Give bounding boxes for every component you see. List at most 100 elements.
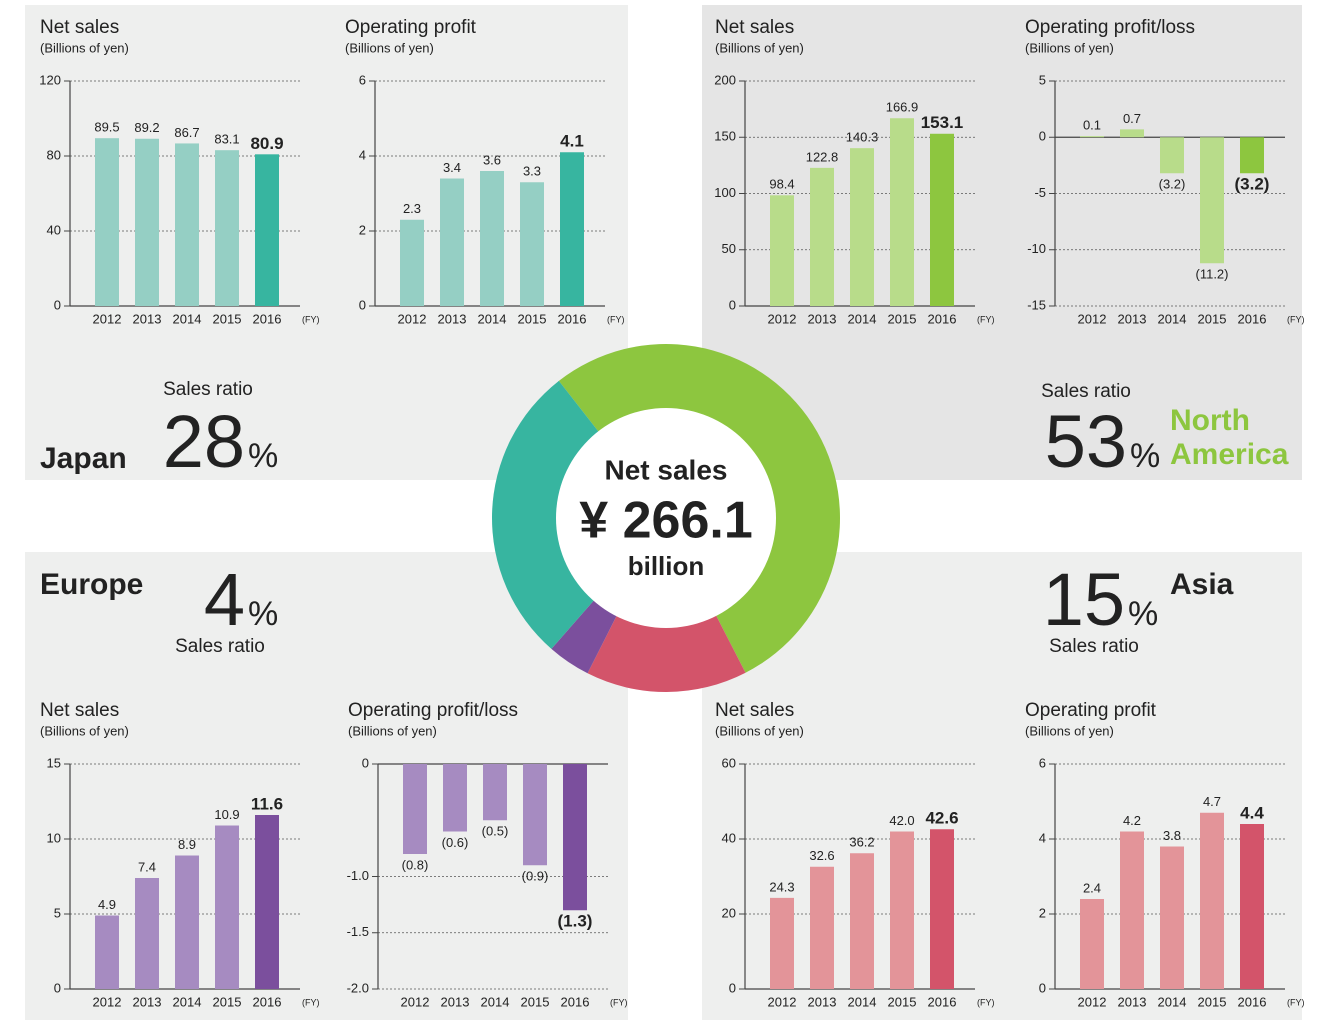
bar (930, 829, 954, 989)
y-tick-label: 0 (362, 755, 369, 770)
value-label: 4.4 (1240, 803, 1264, 822)
bar (255, 815, 279, 989)
bar (1200, 812, 1224, 989)
value-label: 24.3 (769, 879, 794, 894)
x-tick-label: 2014 (1158, 994, 1187, 1009)
x-tick-label: 2016 (253, 994, 282, 1009)
bar (810, 167, 834, 306)
bar (483, 764, 507, 821)
x-tick-label: 2012 (93, 994, 122, 1009)
sales-ratio-unit: % (1128, 595, 1158, 633)
x-tick-label: 2016 (561, 994, 590, 1009)
y-tick-label: 120 (39, 72, 61, 87)
bar (810, 866, 834, 989)
region-name: Japan (40, 442, 127, 475)
region-name: North America (1170, 404, 1289, 471)
value-label: 86.7 (174, 125, 199, 140)
bar (890, 831, 914, 989)
chart-subtitle: (Billions of yen) (40, 723, 129, 738)
x-tick-label: 2013 (438, 311, 467, 326)
value-label: 98.4 (769, 177, 794, 192)
y-tick-label: 6 (359, 72, 366, 87)
chart-title: Operating profit/loss (1025, 17, 1195, 38)
y-tick-label: 100 (714, 185, 736, 200)
value-label: 11.6 (251, 794, 283, 813)
chart-subtitle: (Billions of yen) (345, 40, 434, 55)
bar (890, 118, 914, 306)
x-tick-label: 2015 (213, 311, 242, 326)
y-tick-label: 40 (722, 830, 736, 845)
y-tick-label: 6 (1039, 755, 1046, 770)
x-unit: (FY) (977, 997, 995, 1007)
bar (560, 152, 584, 306)
y-tick-label: 0 (729, 297, 736, 312)
bar (1160, 846, 1184, 989)
x-unit: (FY) (302, 997, 320, 1007)
chart-title: Operating profit (345, 17, 477, 38)
chart-subtitle: (Billions of yen) (715, 40, 804, 55)
value-label: 4.1 (560, 132, 584, 151)
center-title: Net sales (605, 454, 728, 485)
x-unit: (FY) (977, 314, 995, 324)
bar (175, 143, 199, 306)
sales-ratio-label: Sales ratio (175, 636, 265, 657)
chart-title: Operating profit/loss (348, 700, 518, 721)
value-label: 0.1 (1083, 118, 1101, 133)
value-label: 42.0 (889, 813, 914, 828)
x-unit: (FY) (1287, 997, 1305, 1007)
value-label: 42.6 (925, 809, 958, 828)
chart-subtitle: (Billions of yen) (715, 723, 804, 738)
x-tick-label: 2013 (133, 311, 162, 326)
x-tick-label: 2012 (1078, 994, 1107, 1009)
bar (563, 764, 587, 911)
y-tick-label: 0 (359, 297, 366, 312)
x-tick-label: 2015 (518, 311, 547, 326)
x-tick-label: 2012 (1078, 311, 1107, 326)
bar (1200, 137, 1224, 264)
x-tick-label: 2015 (1198, 311, 1227, 326)
bar (95, 915, 119, 989)
value-label: (1.3) (558, 912, 593, 931)
value-label: 122.8 (806, 149, 839, 164)
chart-title: Net sales (40, 700, 119, 721)
sales-ratio-unit: % (1130, 437, 1160, 475)
bar (403, 764, 427, 854)
x-unit: (FY) (302, 314, 320, 324)
bar (135, 878, 159, 989)
x-tick-label: 2012 (93, 311, 122, 326)
bar (1160, 137, 1184, 174)
bar (1240, 137, 1264, 174)
y-tick-label: 20 (722, 905, 736, 920)
x-tick-label: 2014 (481, 994, 510, 1009)
y-tick-label: 0 (1039, 129, 1046, 144)
y-tick-label: 2 (1039, 905, 1046, 920)
x-tick-label: 2014 (848, 994, 877, 1009)
donut-hole (556, 408, 776, 628)
value-label: 83.1 (214, 132, 239, 147)
value-label: (11.2) (1196, 267, 1229, 282)
y-tick-label: 50 (722, 241, 736, 256)
x-tick-label: 2014 (173, 994, 202, 1009)
x-tick-label: 2016 (558, 311, 587, 326)
x-tick-label: 2016 (1238, 311, 1267, 326)
y-tick-label: 60 (722, 755, 736, 770)
y-tick-label: -1.5 (347, 924, 369, 939)
y-tick-label: 2 (359, 222, 366, 237)
y-tick-label: -2.0 (347, 980, 369, 995)
x-tick-label: 2016 (928, 994, 957, 1009)
x-tick-label: 2015 (521, 994, 550, 1009)
bar (255, 154, 279, 306)
value-label: 80.9 (250, 134, 283, 153)
value-label: 4.9 (98, 897, 116, 912)
value-label: (0.5) (482, 824, 509, 839)
bar (95, 138, 119, 306)
x-tick-label: 2015 (888, 994, 917, 1009)
sales-ratio-value: 4 (204, 558, 245, 641)
y-tick-label: 4 (1039, 830, 1046, 845)
bar (523, 764, 547, 866)
y-tick-label: 5 (54, 905, 61, 920)
x-tick-label: 2014 (173, 311, 202, 326)
x-tick-label: 2012 (768, 994, 797, 1009)
bar (1120, 831, 1144, 989)
